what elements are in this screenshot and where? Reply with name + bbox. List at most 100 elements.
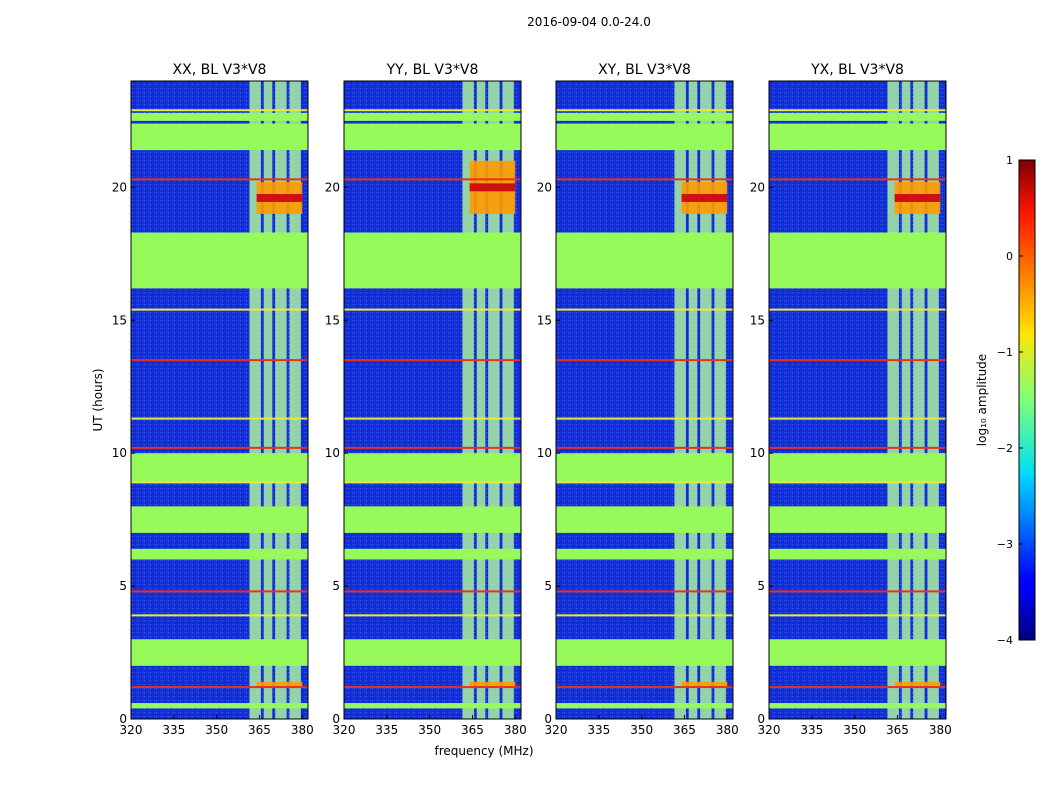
flagged-band <box>344 232 521 289</box>
x-tick-label: 380 <box>716 723 739 737</box>
flagged-band <box>344 123 521 151</box>
x-tick-label: 335 <box>375 723 398 737</box>
flagged-band <box>769 123 946 151</box>
rfi-line <box>344 481 521 484</box>
rfi-column <box>476 81 486 719</box>
rfi-column <box>714 81 726 719</box>
rfi-line <box>344 614 521 617</box>
rfi-line <box>556 481 733 484</box>
rfi-line <box>344 359 521 362</box>
rfi-line <box>131 686 308 689</box>
rfi-column <box>462 81 474 719</box>
flagged-band <box>769 703 946 709</box>
rfi-column <box>901 81 911 719</box>
rfi-line <box>131 481 308 484</box>
rfi-column <box>289 81 301 719</box>
rfi-column <box>887 81 899 719</box>
rfi-line <box>344 417 521 420</box>
rfi-line <box>556 359 733 362</box>
flagged-band <box>556 548 733 560</box>
flagged-band <box>344 112 521 121</box>
rfi-line <box>769 417 946 420</box>
x-tick-label: 350 <box>630 723 653 737</box>
flagged-band <box>556 123 733 151</box>
rfi-line <box>769 109 946 112</box>
flagged-band <box>769 453 946 483</box>
rfi-line <box>344 109 521 112</box>
y-tick-label: 0 <box>544 712 552 726</box>
rfi-column <box>502 81 514 719</box>
panel-2: YY, BL V3*V8 320 335 350 365 380 0 5 10 15 20 <box>325 62 527 737</box>
flagged-band <box>344 453 521 483</box>
figure-suptitle: 2016-09-04 0.0-24.0 <box>527 15 651 29</box>
panel-4: YX, BL V3*V8 320 335 350 365 380 0 5 10 15 20 <box>750 62 952 737</box>
peak-band <box>469 183 516 192</box>
y-axis-label: UT (hours) <box>91 368 105 431</box>
flagged-band <box>769 112 946 121</box>
colorbar-label: log₁₀ amplitude <box>975 354 989 446</box>
rfi-line <box>769 614 946 617</box>
rfi-line <box>131 590 308 593</box>
x-tick-label: 380 <box>291 723 314 737</box>
rfi-line <box>131 446 308 449</box>
rfi-line <box>769 446 946 449</box>
rfi-line <box>769 178 946 181</box>
x-tick-label: 380 <box>504 723 527 737</box>
rfi-line <box>769 308 946 311</box>
y-tick-label: 20 <box>537 180 552 194</box>
y-tick-label: 20 <box>750 180 765 194</box>
x-tick-label: 365 <box>886 723 909 737</box>
flagged-band <box>131 506 308 533</box>
rfi-line <box>556 590 733 593</box>
colorbar: 1 0 −1 −2 −3 −4 log₁₀ amplitude <box>975 154 1036 647</box>
rfi-line <box>556 109 733 112</box>
rfi-column <box>913 81 925 719</box>
x-tick-label: 365 <box>248 723 271 737</box>
x-tick-label: 320 <box>120 723 143 737</box>
flagged-band <box>344 548 521 560</box>
colorbar-gradient <box>1018 159 1036 641</box>
flagged-band <box>769 506 946 533</box>
x-tick-label: 365 <box>461 723 484 737</box>
y-tick-label: 5 <box>332 579 340 593</box>
y-tick-label: 0 <box>757 712 765 726</box>
x-tick-label: 320 <box>545 723 568 737</box>
rfi-line <box>131 417 308 420</box>
y-tick-label: 0 <box>119 712 127 726</box>
rfi-line <box>131 109 308 112</box>
rfi-column <box>249 81 261 719</box>
colorbar-tick-label: −3 <box>997 538 1013 551</box>
peak-band <box>681 193 728 202</box>
flagged-band <box>769 232 946 289</box>
rfi-line <box>344 308 521 311</box>
peak-band <box>256 193 303 202</box>
flagged-band <box>131 123 308 151</box>
rfi-line <box>131 178 308 181</box>
y-tick-label: 0 <box>332 712 340 726</box>
panel-3: XY, BL V3*V8 320 335 350 365 380 0 5 10 15 20 <box>537 62 739 737</box>
y-tick-label: 10 <box>112 446 127 460</box>
colorbar-tick-label: −2 <box>997 442 1013 455</box>
colorbar-tick-label: −1 <box>997 346 1013 359</box>
flagged-band <box>556 232 733 289</box>
panel-title: YX, BL V3*V8 <box>810 62 904 78</box>
y-tick-label: 15 <box>537 313 552 327</box>
x-tick-label: 350 <box>843 723 866 737</box>
flagged-band <box>556 453 733 483</box>
rfi-column <box>688 81 698 719</box>
flagged-band <box>556 639 733 666</box>
bright-band <box>681 681 728 688</box>
y-tick-label: 10 <box>325 446 340 460</box>
x-tick-label: 335 <box>587 723 610 737</box>
flagged-band <box>344 639 521 666</box>
y-tick-label: 15 <box>750 313 765 327</box>
rfi-column <box>263 81 273 719</box>
flagged-band <box>556 112 733 121</box>
flagged-band <box>131 112 308 121</box>
y-tick-label: 20 <box>325 180 340 194</box>
panel-title: YY, BL V3*V8 <box>386 62 479 78</box>
flagged-band <box>131 703 308 709</box>
rfi-line <box>344 686 521 689</box>
flagged-band <box>769 639 946 666</box>
